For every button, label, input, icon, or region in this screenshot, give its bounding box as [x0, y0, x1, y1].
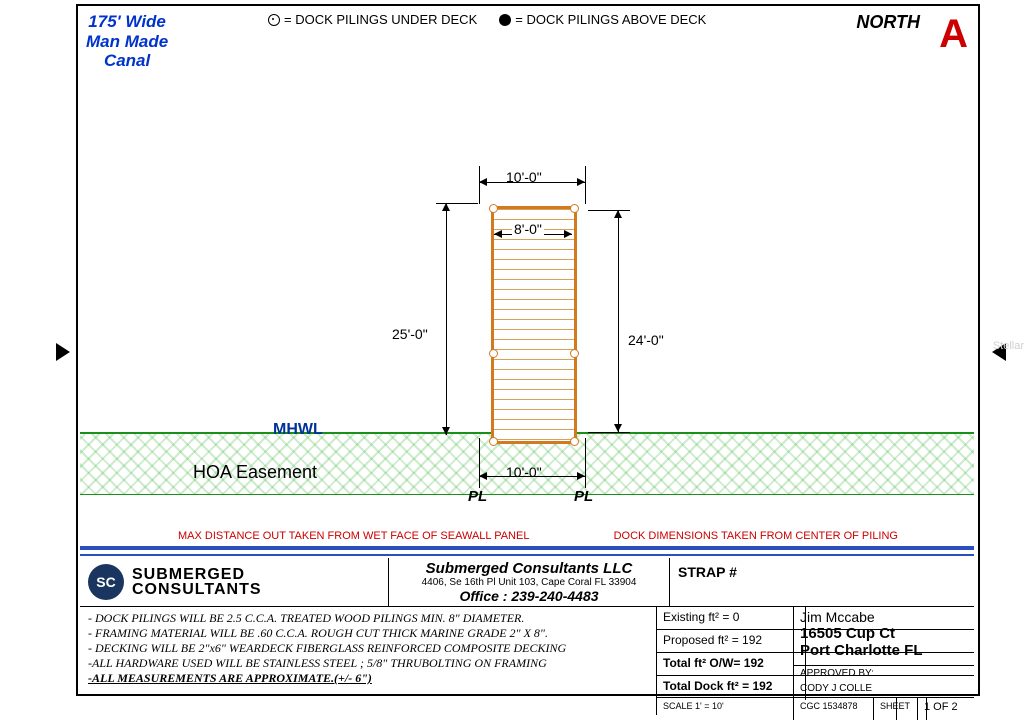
pl-label-right: PL: [574, 488, 593, 505]
titleblock-row1: SC SUBMERGED CONSULTANTS Submerged Consu…: [80, 558, 974, 607]
sheet-num: 1 OF 2: [917, 697, 974, 720]
piling: [570, 204, 579, 213]
logo-cell: SC SUBMERGED CONSULTANTS: [80, 558, 389, 606]
proposed-sqft: Proposed ft² = 192: [657, 630, 806, 654]
note-line: - FRAMING MATERIAL WILL BE .60 C.C.A. RO…: [88, 626, 648, 641]
divider: [80, 546, 974, 550]
spec-notes: - DOCK PILINGS WILL BE 2.5 C.C.A. TREATE…: [80, 607, 657, 715]
strap-cell: STRAP #: [670, 558, 974, 606]
note-line: -ALL HARDWARE USED WILL BE STAINLESS STE…: [88, 656, 648, 671]
project-addr2: Port Charlotte FL: [800, 642, 968, 659]
prev-arrow[interactable]: [56, 343, 70, 361]
project-addr1: 16505 Cup Ct: [800, 625, 968, 642]
piling: [570, 349, 579, 358]
title-block: SC SUBMERGED CONSULTANTS Submerged Consu…: [80, 558, 974, 715]
arrow-icon: [564, 230, 572, 238]
titleblock-row2: - DOCK PILINGS WILL BE 2.5 C.C.A. TREATE…: [80, 607, 974, 715]
arrow-icon: [479, 472, 487, 480]
footer-note-left: MAX DISTANCE OUT TAKEN FROM WET FACE OF …: [178, 530, 529, 542]
dim-ext: [588, 210, 630, 211]
dim-line: [618, 210, 619, 432]
pl-label-left: PL: [468, 488, 487, 505]
dim-right-height: 24'-0": [628, 332, 664, 348]
piling: [489, 437, 498, 446]
logo-badge: SC: [88, 564, 124, 600]
dim-bottom: 10'-0": [506, 464, 542, 480]
logo-text: SUBMERGED CONSULTANTS: [132, 567, 262, 597]
arrow-icon: [614, 424, 622, 432]
footer-note-right: DOCK DIMENSIONS TAKEN FROM CENTER OF PIL…: [614, 530, 898, 542]
dim-ext: [588, 432, 630, 433]
drawing-area: MHWL HOA Easement 10'-0" 8'-0" 25'-0": [78, 6, 978, 546]
arrow-icon: [614, 210, 622, 218]
note-line: - DOCK PILINGS WILL BE 2.5 C.C.A. TREATE…: [88, 611, 648, 626]
total-ow: Total ft² O/W= 192: [657, 653, 806, 677]
piling: [489, 204, 498, 213]
arrow-icon: [577, 472, 585, 480]
dock-slats: [494, 209, 574, 441]
note-line-last: -ALL MEASUREMENTS ARE APPROXIMATE.(+/- 6…: [88, 671, 648, 686]
drawing-frame: 175' Wide Man Made Canal = DOCK PILINGS …: [76, 4, 980, 696]
arrow-icon: [442, 203, 450, 211]
company-cell: Submerged Consultants LLC 4406, Se 16th …: [389, 558, 670, 606]
dim-tick: [585, 438, 586, 488]
logo-text1: SUBMERGED: [132, 567, 262, 582]
note-line: - DECKING WILL BE 2"x6" WEARDECK FIBERGL…: [88, 641, 648, 656]
dim-top-outer: 10'-0": [506, 169, 542, 185]
logo-text2: CONSULTANTS: [132, 582, 262, 597]
arrow-icon: [479, 178, 487, 186]
arrow-icon: [577, 178, 585, 186]
piling: [489, 349, 498, 358]
mhwl-label: MHWL: [273, 421, 323, 439]
piling: [570, 437, 579, 446]
info-grid: Existing ft² = 0 Jim Mccabe 16505 Cup Ct…: [657, 607, 974, 715]
dim-inner-width: 8'-0": [512, 221, 544, 237]
owner: Jim Mccabe: [800, 609, 968, 625]
project-info: Jim Mccabe 16505 Cup Ct Port Charlotte F…: [793, 607, 974, 669]
company-phone: Office : 239-240-4483: [395, 588, 663, 604]
hoa-label: HOA Easement: [193, 462, 317, 483]
company-name: Submerged Consultants LLC: [395, 560, 663, 577]
dim-line: [446, 203, 447, 435]
dim-tick: [479, 438, 480, 488]
arrow-icon: [442, 427, 450, 435]
existing-sqft: Existing ft² = 0: [657, 607, 806, 631]
watermark: Stellar: [993, 340, 1024, 352]
divider: [80, 554, 974, 556]
arrow-icon: [494, 230, 502, 238]
dim-left-height: 25'-0": [392, 326, 428, 342]
dock: [491, 206, 577, 444]
dim-tick: [585, 166, 586, 204]
company-addr: 4406, Se 16th Pl Unit 103, Cape Coral FL…: [395, 577, 663, 588]
scale: SCALE 1' = 10': [657, 698, 793, 722]
